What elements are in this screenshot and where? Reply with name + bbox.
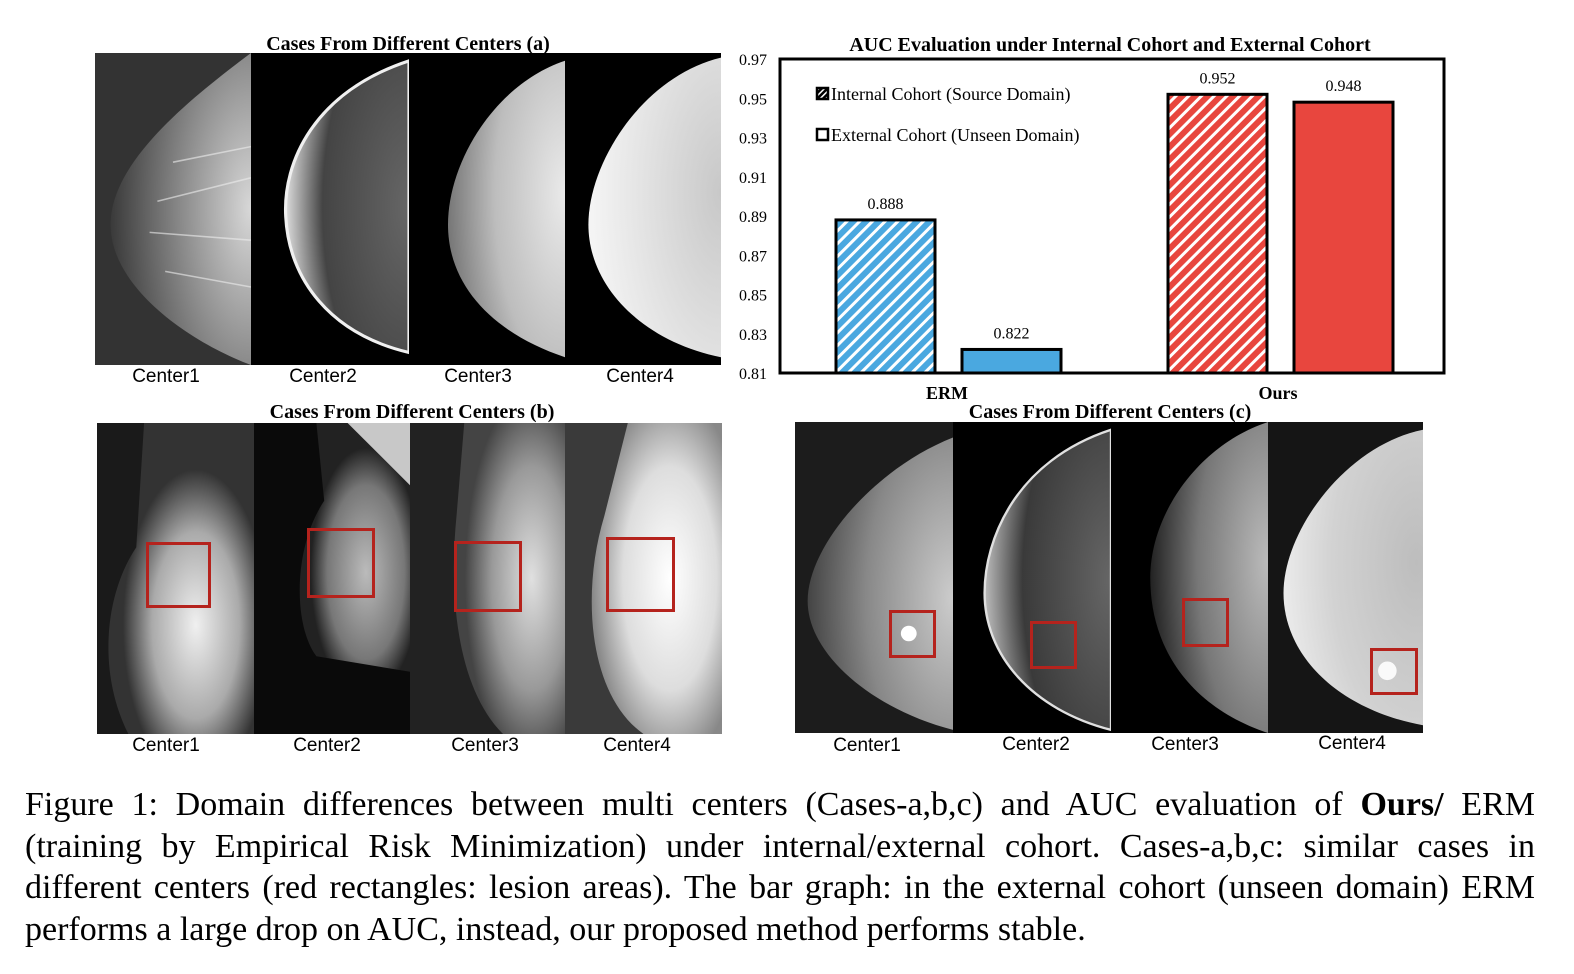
- lesion-box-b1: [146, 542, 211, 608]
- panel-b-images: [97, 423, 722, 734]
- panel-a-label-center4: Center4: [606, 366, 674, 387]
- y-tick-label: 0.93: [739, 131, 767, 148]
- mammogram-c-center1: [795, 422, 953, 733]
- caption-bold: Ours/: [1360, 786, 1444, 823]
- chart-title: AUC Evaluation under Internal Cohort and…: [849, 34, 1371, 56]
- bar-ours-external: [1292, 100, 1395, 375]
- caption-prefix: Figure 1: Domain differences between mul…: [25, 786, 1361, 823]
- legend-label-internal: Internal Cohort (Source Domain): [831, 84, 1070, 105]
- data-label: 0.888: [868, 196, 904, 213]
- figure-caption: Figure 1: Domain differences between mul…: [25, 784, 1535, 950]
- auc-bar-chart: AUC Evaluation under Internal Cohort and…: [739, 34, 1446, 403]
- x-category-label: ERM: [926, 383, 968, 403]
- y-tick-label: 0.97: [739, 52, 767, 69]
- y-tick-label: 0.89: [739, 209, 767, 226]
- legend-label-external: External Cohort (Unseen Domain): [831, 125, 1079, 146]
- y-tick-label: 0.91: [739, 170, 767, 187]
- y-tick-label: 0.83: [739, 327, 767, 344]
- legend-swatch-external: [815, 127, 830, 142]
- lesion-box-c4: [1370, 648, 1418, 695]
- panel-c-label-center2: Center2: [1002, 734, 1070, 755]
- data-label: 0.952: [1200, 70, 1236, 87]
- data-label: 0.822: [994, 325, 1030, 342]
- mammogram-c-center2: [953, 422, 1111, 733]
- mammogram-b-center4: [565, 423, 722, 734]
- panel-b-label-center3: Center3: [451, 735, 519, 756]
- panel-a-images: [95, 53, 721, 365]
- mammogram-a-center1: [95, 53, 251, 365]
- mammogram-a-center3: [409, 53, 565, 365]
- lesion-box-b2: [307, 528, 375, 598]
- plot-frame: [778, 57, 1446, 375]
- panel-a-label-center3: Center3: [444, 366, 512, 387]
- panel-b-label-center2: Center2: [293, 735, 361, 756]
- bar-erm-external: [960, 347, 1063, 375]
- lesion-box-b3: [454, 541, 522, 612]
- mammogram-b-center3: [410, 423, 565, 734]
- panel-c-images: [795, 422, 1423, 733]
- x-category-label: Ours: [1258, 383, 1297, 403]
- bar-erm-internal: [834, 218, 937, 375]
- panel-c-title: Cases From Different Centers (c): [968, 401, 1252, 423]
- lesion-box-c1: [889, 610, 936, 658]
- y-tick-label: 0.85: [739, 288, 767, 305]
- mammogram-a-center4: [565, 53, 721, 365]
- panel-b-label-center1: Center1: [132, 735, 200, 756]
- panel-c-label-center4: Center4: [1318, 733, 1386, 754]
- panel-a-label-center1: Center1: [132, 366, 200, 387]
- panel-a-label-center2: Center2: [289, 366, 357, 387]
- legend-swatch-internal: [815, 86, 830, 101]
- panel-b-label-center4: Center4: [603, 735, 671, 756]
- caption-suffix: ERM (training by Empirical Risk Minimiza…: [25, 786, 1535, 948]
- bar-ours-internal: [1166, 92, 1269, 375]
- panel-c-label-center3: Center3: [1151, 734, 1219, 755]
- mammogram-c-center3: [1111, 422, 1268, 733]
- mammogram-b-center1: [97, 423, 254, 734]
- lesion-box-b4: [606, 537, 675, 612]
- lesion-box-c2: [1030, 621, 1077, 669]
- y-tick-label: 0.81: [739, 366, 767, 383]
- mammogram-c-center4: [1268, 422, 1423, 733]
- mammogram-a-center2: [251, 53, 409, 365]
- lesion-box-c3: [1182, 598, 1229, 647]
- data-label: 0.948: [1326, 78, 1362, 95]
- panel-b-title: Cases From Different Centers (b): [269, 401, 555, 423]
- y-tick-label: 0.95: [739, 91, 767, 108]
- panel-c-label-center1: Center1: [833, 735, 901, 756]
- panel-a-title: Cases From Different Centers (a): [266, 33, 550, 55]
- y-tick-label: 0.87: [739, 248, 767, 265]
- mammogram-b-center2: [254, 423, 410, 734]
